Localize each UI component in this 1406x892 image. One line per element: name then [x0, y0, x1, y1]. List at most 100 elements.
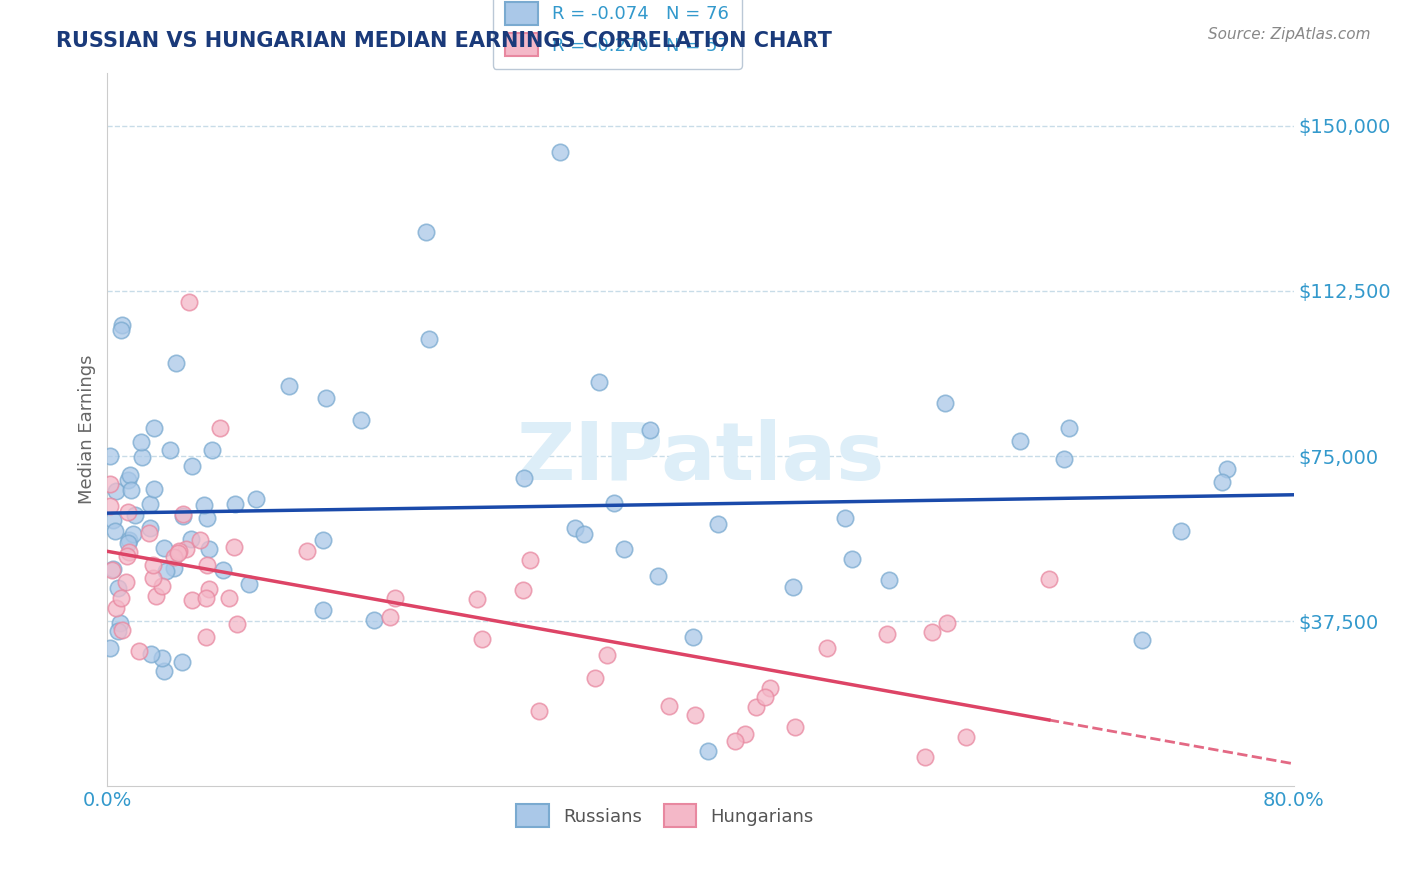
- Point: [114, 574, 136, 589]
- Point: [415, 225, 437, 239]
- Point: [527, 704, 550, 718]
- Point: [107, 624, 129, 638]
- Point: [194, 630, 217, 644]
- Point: [658, 699, 681, 714]
- Point: [513, 470, 536, 484]
- Point: [238, 577, 260, 591]
- Point: [707, 516, 730, 531]
- Point: [166, 546, 188, 560]
- Point: [834, 511, 856, 525]
- Point: [1053, 452, 1076, 467]
- Point: [877, 573, 900, 587]
- Point: [139, 647, 162, 661]
- Point: [128, 644, 150, 658]
- Point: [181, 459, 204, 474]
- Point: [226, 616, 249, 631]
- Point: [278, 379, 301, 393]
- Point: [195, 558, 218, 573]
- Point: [350, 413, 373, 427]
- Point: [467, 592, 489, 607]
- Point: [142, 571, 165, 585]
- Point: [188, 533, 211, 547]
- Point: [921, 625, 943, 640]
- Point: [101, 563, 124, 577]
- Point: [180, 532, 202, 546]
- Point: [759, 681, 782, 696]
- Point: [724, 734, 747, 748]
- Point: [142, 421, 165, 435]
- Point: [150, 650, 173, 665]
- Point: [218, 591, 240, 606]
- Point: [471, 632, 494, 647]
- Point: [98, 476, 121, 491]
- Point: [167, 544, 190, 558]
- Point: [1211, 475, 1233, 490]
- Point: [295, 544, 318, 558]
- Point: [153, 541, 176, 555]
- Point: [224, 497, 246, 511]
- Point: [193, 498, 215, 512]
- Point: [122, 526, 145, 541]
- Point: [512, 583, 534, 598]
- Point: [1170, 524, 1192, 538]
- Point: [588, 376, 610, 390]
- Point: [139, 520, 162, 534]
- Point: [120, 467, 142, 482]
- Point: [110, 615, 132, 630]
- Point: [98, 500, 121, 514]
- Point: [129, 434, 152, 449]
- Point: [745, 699, 768, 714]
- Point: [1130, 632, 1153, 647]
- Point: [163, 561, 186, 575]
- Point: [734, 726, 756, 740]
- Point: [155, 564, 177, 578]
- Point: [1216, 462, 1239, 476]
- Point: [195, 511, 218, 525]
- Point: [841, 552, 863, 566]
- Point: [384, 591, 406, 605]
- Point: [936, 616, 959, 631]
- Point: [145, 589, 167, 603]
- Point: [683, 707, 706, 722]
- Point: [143, 482, 166, 496]
- Point: [638, 423, 661, 437]
- Point: [104, 601, 127, 615]
- Point: [159, 442, 181, 457]
- Point: [315, 391, 337, 405]
- Point: [131, 450, 153, 465]
- Point: [596, 648, 619, 663]
- Point: [163, 549, 186, 564]
- Point: [101, 513, 124, 527]
- Point: [224, 540, 246, 554]
- Point: [955, 730, 977, 744]
- Point: [103, 524, 125, 539]
- Point: [98, 449, 121, 463]
- Legend: Russians, Hungarians: Russians, Hungarians: [509, 797, 821, 835]
- Point: [603, 496, 626, 510]
- Point: [783, 720, 806, 734]
- Point: [110, 591, 132, 605]
- Point: [418, 332, 440, 346]
- Point: [181, 593, 204, 607]
- Point: [142, 558, 165, 572]
- Point: [152, 579, 174, 593]
- Point: [138, 525, 160, 540]
- Point: [311, 603, 333, 617]
- Point: [117, 474, 139, 488]
- Point: [1008, 434, 1031, 449]
- Point: [211, 562, 233, 576]
- Point: [111, 623, 134, 637]
- Point: [209, 421, 232, 435]
- Point: [124, 508, 146, 522]
- Point: [378, 610, 401, 624]
- Point: [105, 484, 128, 499]
- Point: [120, 483, 142, 497]
- Point: [201, 443, 224, 458]
- Point: [174, 542, 197, 557]
- Point: [117, 536, 139, 550]
- Point: [115, 549, 138, 563]
- Y-axis label: Median Earnings: Median Earnings: [79, 355, 96, 505]
- Point: [754, 690, 776, 704]
- Point: [111, 318, 134, 332]
- Point: [165, 356, 187, 370]
